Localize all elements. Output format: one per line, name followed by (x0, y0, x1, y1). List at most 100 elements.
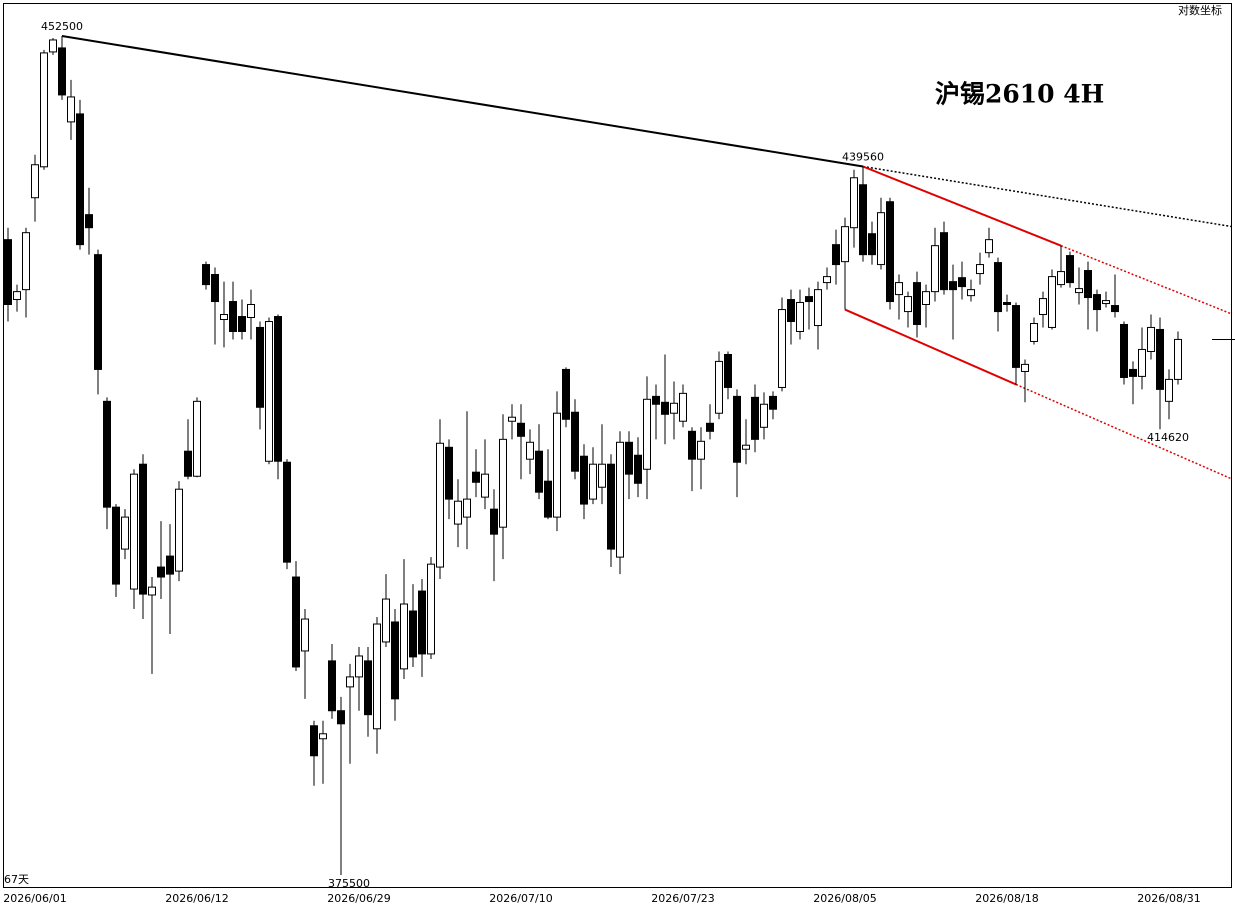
price-label: 414620 (1147, 431, 1189, 444)
candle-body (445, 446, 453, 500)
candle-body (247, 303, 255, 318)
candle-body (67, 96, 75, 123)
candle-body (481, 473, 489, 498)
candle-body (508, 416, 516, 422)
candle-body (904, 296, 912, 313)
candle-body (94, 254, 102, 370)
candle-body (868, 233, 876, 256)
candle-body (580, 455, 588, 505)
candle-body (1003, 301, 1011, 305)
candle-body (553, 412, 561, 518)
candle-body (40, 52, 48, 168)
price-label: 452500 (41, 20, 83, 33)
trend-lines (61, 34, 1233, 480)
price-label: 439560 (842, 150, 884, 163)
candle-body (697, 440, 705, 460)
candle-body (715, 360, 723, 414)
candle-body (643, 398, 651, 470)
candle-body (751, 396, 759, 440)
x-tick-label: 2026/07/10 (489, 892, 552, 905)
candle-body (121, 516, 129, 550)
x-tick-label: 2026/08/18 (975, 892, 1038, 905)
candle-body (589, 463, 597, 500)
candle-body (301, 618, 309, 652)
candle-body (958, 277, 966, 288)
candle-body (1057, 271, 1065, 286)
trend-line (61, 34, 864, 168)
candle-body (1048, 276, 1056, 328)
channel-lower-extension (1015, 383, 1233, 480)
candle-body (220, 314, 228, 321)
candle-body (139, 463, 147, 595)
candle-body (895, 282, 903, 296)
candle-body (355, 655, 363, 678)
plot-frame (3, 3, 1232, 888)
candle-body (787, 299, 795, 323)
candle-body (1129, 368, 1137, 377)
x-tick-label: 2026/06/01 (3, 892, 66, 905)
candle-body (607, 463, 615, 550)
candles (4, 35, 1182, 876)
bars-label: 67天 (4, 873, 29, 886)
candle-body (535, 450, 543, 493)
price-label: 375500 (328, 877, 370, 890)
candle-body (166, 555, 174, 575)
candle-body (598, 463, 606, 488)
candle-body (985, 239, 993, 254)
candle-body (742, 444, 750, 450)
x-tick-label: 2026/07/23 (651, 892, 714, 905)
candle-body (634, 454, 642, 484)
candle-body (382, 598, 390, 643)
candle-body (706, 422, 714, 432)
candle-body (13, 291, 21, 301)
candle-body (409, 610, 417, 658)
candle-body (571, 411, 579, 472)
x-tick-label: 2026/06/12 (165, 892, 228, 905)
candle-body (940, 232, 948, 291)
candle-body (652, 395, 660, 405)
candle-body (193, 400, 201, 477)
candle-body (913, 282, 921, 325)
candle-body (670, 402, 678, 414)
candle-body (238, 316, 246, 332)
candle-body (544, 480, 552, 518)
candle-body (841, 226, 849, 263)
candle-body (1084, 270, 1092, 299)
candle-body (1111, 305, 1119, 313)
candle-body (175, 488, 183, 572)
candle-body (85, 214, 93, 229)
candle-body (679, 392, 687, 422)
candle-body (184, 450, 192, 477)
candle-body (805, 296, 813, 303)
candle-body (103, 400, 111, 508)
candle-body (760, 403, 768, 428)
candle-body (823, 276, 831, 284)
x-tick-label: 2026/08/05 (813, 892, 876, 905)
candle-body (1075, 288, 1083, 294)
x-tick-label: 2026/08/31 (1137, 892, 1200, 905)
candle-body (994, 262, 1002, 313)
candle-body (319, 733, 327, 740)
candle-body (778, 309, 786, 388)
candle-body (832, 244, 840, 266)
candle-body (256, 326, 264, 408)
candle-body (724, 353, 732, 388)
candle-body (922, 291, 930, 305)
candle-body (886, 201, 894, 303)
candle-body (472, 471, 480, 483)
candle-body (229, 301, 237, 332)
candle-body (967, 289, 975, 297)
candle-body (274, 316, 282, 462)
candle-body (373, 623, 381, 730)
candle-body (490, 508, 498, 535)
candle-body (1174, 338, 1182, 380)
candle-body (1165, 378, 1173, 402)
candle-body (517, 422, 525, 437)
candle-body (22, 232, 30, 291)
candle-body (976, 264, 984, 275)
candle-body (877, 212, 885, 266)
candle-body (562, 368, 570, 420)
candle-body (130, 473, 138, 590)
candle-body (31, 164, 39, 199)
scale-label: 对数坐标 (1178, 3, 1222, 17)
